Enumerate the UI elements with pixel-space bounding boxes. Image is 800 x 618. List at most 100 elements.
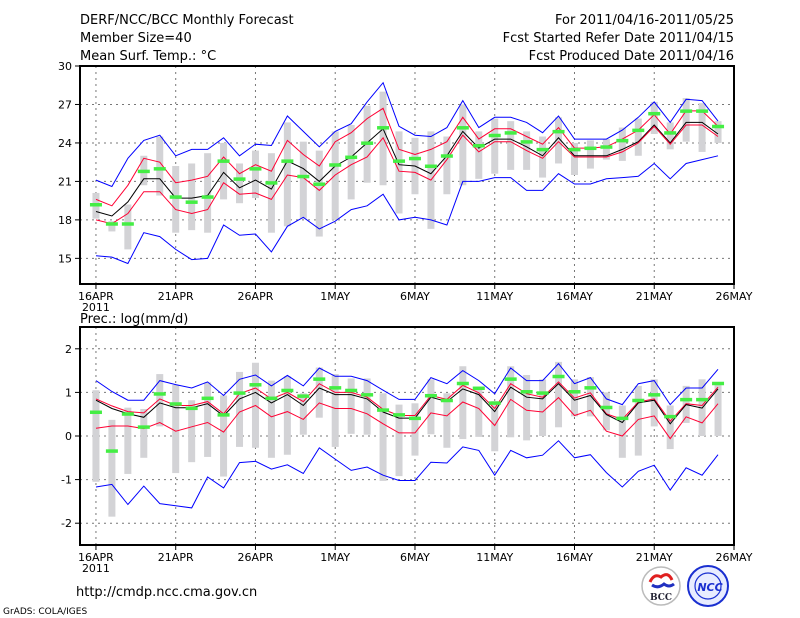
observation-marker [440,398,453,403]
observation-marker [153,392,166,396]
ncc-logo: NCC [687,565,729,607]
observation-marker [313,182,326,186]
range-bar [539,136,547,178]
ensemble-mean-line [95,121,719,217]
range-bar [347,124,355,200]
observation-marker [552,374,565,379]
figure-title: DERF/NCC/BCC Monthly Forecast [80,13,294,28]
y-tick-label: 21 [58,175,72,188]
range-bar [523,374,531,441]
x-tick-label: 11MAY [476,551,513,564]
observation-marker [696,109,709,113]
observation-marker [233,391,246,395]
observation-marker [281,159,294,163]
observation-marker [217,159,230,163]
range-bar [507,121,515,170]
observation-marker [472,144,485,148]
observation-marker [568,147,581,152]
range-bar [331,374,339,447]
ensemble-mean-line [95,382,719,425]
range-bar [283,122,291,227]
x-tick-label: 21MAY [636,290,673,303]
y-tick-label: -2 [61,517,72,530]
precipitation-panel: -2 -1 0 1 2 16APR 21APR 26APR 1MAY 6MAY 11MAY 16MAY… [61,326,753,575]
observation-marker [217,413,230,417]
observation-marker [137,425,150,429]
range-bar [347,378,355,434]
observation-marker [408,416,421,421]
upper-spread-line [95,381,719,422]
plot-frame [79,65,735,285]
source-url[interactable]: http://cmdp.ncc.cma.gov.cn [76,585,257,600]
range-bar [650,101,658,134]
y-tick-label: -1 [61,474,72,487]
x-tick-label: 26APR [238,290,274,303]
y-tick-label: 2 [65,343,72,356]
observation-marker [616,416,629,421]
observation-marker [648,393,661,397]
x-tick-label: 21APR [158,290,194,303]
observation-marker [297,394,310,398]
observation-marker [680,109,693,113]
range-bar [714,383,722,436]
observation-marker [281,388,294,393]
lower-envelope-line [95,440,719,509]
observation-marker [648,111,661,116]
range-bar [108,419,116,517]
range-bar [475,131,483,179]
range-bar [204,153,212,233]
observation-marker [632,128,645,133]
y-tick-label: 27 [58,98,72,111]
range-bar [395,131,403,214]
range-bar [443,136,451,195]
observation-marker [249,383,262,387]
observation-marker [153,167,166,171]
observation-marker [265,396,278,401]
observation-marker [520,390,533,394]
observation-marker [488,401,501,405]
x-tick-label: 21MAY [636,551,673,564]
y-tick-label: 15 [58,252,72,265]
range-bar [459,104,467,186]
range-bar [666,405,674,450]
range-bar [124,407,132,474]
range-bar [124,204,132,250]
range-bar [188,400,196,463]
range-bar [634,118,642,156]
observation-marker [520,140,533,144]
observation-marker [377,126,390,130]
observation-marker [600,145,613,149]
observation-marker [568,390,581,394]
range-bar [570,142,578,175]
observation-marker [185,406,198,411]
observation-marker [408,156,421,161]
range-bar [539,379,547,436]
range-bar [92,390,100,482]
observation-marker [345,388,358,393]
range-bar [443,393,451,448]
y-tick-label: 1 [65,386,72,399]
range-bar [236,163,244,204]
forecast-produced-date: Fcst Produced Date 2011/04/16 [529,49,734,64]
ncc-logo-text: NCC [697,581,722,594]
range-bar [682,98,690,142]
observation-marker [329,386,342,390]
observation-marker [169,195,182,199]
observation-marker [664,414,677,419]
lower-spread-line [95,124,719,225]
temperature-panel: 15 18 21 24 27 30 16APR 21APR 26APR 1MAY 6MAY 11MAY… [58,60,753,314]
observation-marker [440,154,453,158]
range-bar [283,376,291,455]
observation-marker [393,413,406,417]
member-size: Member Size=40 [80,31,192,46]
range-bar [698,103,706,152]
precip-label: Prec.: log(mm/d) [80,312,188,327]
range-bar [220,395,228,477]
observation-marker [137,169,150,174]
observation-marker [552,129,565,134]
observation-marker [536,147,549,152]
range-bar [427,379,435,435]
range-bar [363,378,371,435]
observation-marker [664,131,677,135]
range-bar [204,382,212,457]
